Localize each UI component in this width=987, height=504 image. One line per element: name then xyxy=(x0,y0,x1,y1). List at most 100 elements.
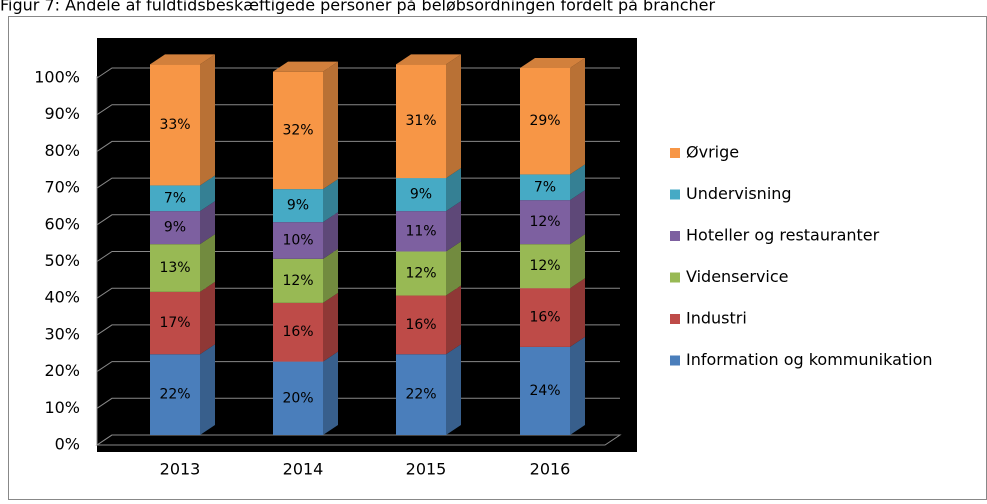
data-label: 16% xyxy=(529,310,560,326)
bar-side xyxy=(570,278,585,347)
bar xyxy=(520,174,570,201)
data-label: 7% xyxy=(164,190,186,206)
data-label: 9% xyxy=(287,198,309,214)
bar-side xyxy=(323,179,338,223)
data-label: 13% xyxy=(159,260,190,276)
bar-side xyxy=(200,54,215,186)
bar-side xyxy=(323,212,338,259)
data-label: 29% xyxy=(529,113,560,129)
legend-swatch xyxy=(670,148,680,158)
data-label: 16% xyxy=(405,317,436,333)
legend-swatch xyxy=(670,355,680,366)
bar-side xyxy=(446,241,461,296)
legend-swatch xyxy=(670,189,680,200)
data-label: 20% xyxy=(282,390,313,406)
bar-side xyxy=(570,336,585,435)
data-label: 12% xyxy=(405,266,436,282)
grid-line xyxy=(96,434,620,446)
legend-label: Øvrige xyxy=(686,143,739,162)
data-label: 9% xyxy=(164,220,186,236)
bar xyxy=(520,200,570,245)
bar-side xyxy=(323,292,338,362)
data-label: 11% xyxy=(405,223,436,239)
y-tick-label: 70% xyxy=(44,178,80,197)
chart-title: Figur 7: Andele af fuldtidsbeskæftigede … xyxy=(0,0,715,15)
data-label: 17% xyxy=(159,315,190,331)
x-tick-label: 2014 xyxy=(283,460,324,479)
bar xyxy=(396,354,446,435)
data-label: 12% xyxy=(529,258,560,274)
bar-side xyxy=(570,58,585,175)
legend-swatch xyxy=(670,231,680,241)
bar-side xyxy=(323,61,338,190)
bar-top xyxy=(520,58,585,68)
bar-side xyxy=(200,344,215,435)
bar xyxy=(520,244,570,289)
bar-side xyxy=(446,201,461,252)
bar-side xyxy=(446,285,461,355)
legend-label: Industri xyxy=(686,309,747,328)
bar xyxy=(396,295,446,355)
bar xyxy=(150,244,200,292)
bar-side xyxy=(323,248,338,303)
bar-side xyxy=(446,344,461,435)
legend-swatch xyxy=(670,272,680,283)
bar xyxy=(396,64,446,179)
legend-label: Videnservice xyxy=(686,267,789,286)
legend-label: Information og kommunikation xyxy=(686,350,933,369)
bar xyxy=(273,71,323,190)
data-label: 12% xyxy=(282,273,313,289)
bar xyxy=(520,346,570,435)
data-label: 9% xyxy=(410,187,432,203)
data-label: 22% xyxy=(159,387,190,403)
y-tick-label: 80% xyxy=(44,141,80,160)
bar-top xyxy=(273,61,338,72)
x-tick-label: 2013 xyxy=(160,460,201,479)
bar-side xyxy=(323,351,338,435)
legend-label: Undervisning xyxy=(686,184,792,203)
bar xyxy=(396,178,446,212)
y-tick-label: 40% xyxy=(44,288,80,307)
bar xyxy=(150,291,200,355)
y-tick-label: 20% xyxy=(44,361,80,380)
bar-side xyxy=(570,190,585,245)
bar-top xyxy=(396,54,461,65)
y-tick-label: 90% xyxy=(44,104,80,123)
bar xyxy=(273,189,323,223)
bar xyxy=(396,251,446,296)
bar xyxy=(273,222,323,259)
data-label: 24% xyxy=(529,383,560,399)
bar xyxy=(150,354,200,435)
y-tick-label: 30% xyxy=(44,324,80,343)
bar-side xyxy=(446,54,461,179)
data-label: 32% xyxy=(282,122,313,138)
legend-label: Hoteller og restauranter xyxy=(686,226,880,245)
data-label: 16% xyxy=(282,324,313,340)
data-label: 7% xyxy=(534,179,556,195)
bar-side xyxy=(200,175,215,212)
bar xyxy=(520,288,570,347)
bar xyxy=(273,258,323,303)
data-label: 10% xyxy=(282,232,313,248)
data-label: 22% xyxy=(405,387,436,403)
bar xyxy=(396,211,446,252)
y-tick-label: 50% xyxy=(44,251,80,270)
bar xyxy=(273,361,323,435)
bar-side xyxy=(200,201,215,245)
legend-swatch xyxy=(670,314,680,324)
bar-side xyxy=(570,234,585,289)
y-tick-label: 60% xyxy=(44,214,80,233)
y-tick-label: 0% xyxy=(55,435,80,454)
bar-top xyxy=(150,54,215,65)
bar xyxy=(273,302,323,362)
bar-side xyxy=(200,281,215,355)
bar-side xyxy=(200,234,215,292)
x-tick-label: 2016 xyxy=(530,460,571,479)
data-label: 12% xyxy=(529,214,560,230)
x-tick-label: 2015 xyxy=(406,460,447,479)
bar xyxy=(520,68,570,175)
data-label: 33% xyxy=(159,117,190,133)
y-tick-label: 100% xyxy=(34,68,80,87)
y-tick-label: 10% xyxy=(44,398,80,417)
